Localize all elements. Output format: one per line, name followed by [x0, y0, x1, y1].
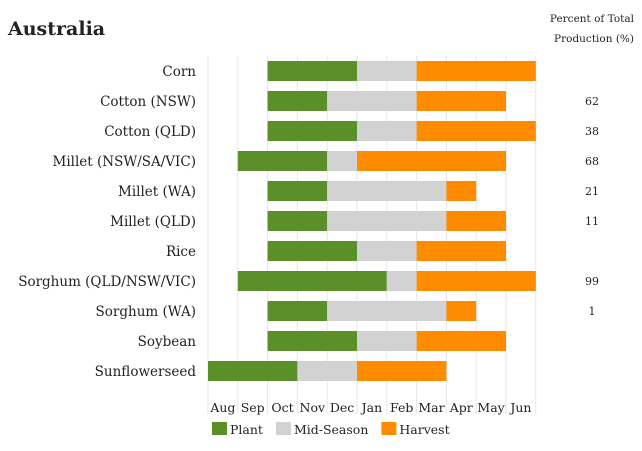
bar-harvest-0	[416, 61, 536, 81]
month-label-4: Dec	[330, 400, 354, 415]
bar-plant-1	[267, 91, 328, 111]
bar-mid-5	[327, 211, 447, 231]
bar-plant-4	[267, 181, 328, 201]
bar-harvest-9	[416, 331, 506, 351]
legend-label-0: Plant	[230, 422, 263, 437]
legend: Plant Mid-Season Harvest	[212, 422, 450, 437]
bar-mid-4	[327, 181, 447, 201]
bar-mid-6	[357, 241, 417, 261]
month-label-8: Apr	[449, 400, 473, 415]
percent-header-line1: Percent of Total	[550, 13, 635, 25]
bar-mid-3	[327, 151, 357, 171]
bar-harvest-5	[446, 211, 506, 231]
bar-plant-0	[267, 61, 357, 81]
legend-swatch-1	[275, 422, 291, 435]
bar-plant-9	[267, 331, 357, 351]
crop-label-0: Corn	[162, 64, 196, 80]
month-label-6: Feb	[390, 400, 413, 415]
crop-label-10: Sunflowerseed	[95, 364, 197, 380]
legend-label-1: Mid-Season	[294, 422, 368, 437]
bar-harvest-8	[446, 301, 477, 321]
percent-value-1: 62	[585, 95, 599, 108]
bar-plant-3	[237, 151, 328, 171]
month-label-3: Nov	[300, 400, 326, 415]
month-label-2: Oct	[271, 400, 293, 415]
bar-plant-8	[267, 301, 328, 321]
month-label-7: Mar	[418, 400, 444, 415]
bar-harvest-1	[416, 91, 506, 111]
legend-swatch-2	[381, 422, 397, 435]
bar-plant-2	[267, 121, 357, 141]
percent-value-8: 1	[589, 305, 596, 318]
month-label-5: Jan	[360, 400, 383, 415]
crop-label-9: Soybean	[138, 334, 197, 350]
grid-lines	[207, 56, 537, 414]
bar-harvest-7	[416, 271, 536, 291]
bar-mid-8	[327, 301, 447, 321]
bar-harvest-3	[357, 151, 506, 171]
bar-harvest-2	[416, 121, 536, 141]
bar-plant-5	[267, 211, 328, 231]
bar-mid-1	[327, 91, 417, 111]
bars-group	[208, 61, 536, 381]
bar-plant-10	[208, 361, 298, 381]
crop-label-2: Cotton (QLD)	[104, 124, 196, 140]
crop-label-3: Millet (NSW/SA/VIC)	[53, 154, 196, 170]
bar-harvest-10	[357, 361, 447, 381]
legend-swatch-0	[212, 422, 227, 435]
legend-label-2: Harvest	[399, 422, 449, 437]
crop-label-7: Sorghum (QLD/NSW/VIC)	[18, 274, 196, 290]
bar-harvest-6	[416, 241, 506, 261]
bar-mid-9	[357, 331, 417, 351]
bar-mid-2	[357, 121, 417, 141]
bar-mid-10	[297, 361, 357, 381]
percent-values: 62 38 68 21 11 99 1	[585, 95, 599, 318]
chart-title: Australia	[7, 18, 105, 40]
crop-label-4: Millet (WA)	[118, 184, 196, 200]
month-label-0: Aug	[209, 400, 235, 415]
bar-plant-6	[267, 241, 357, 261]
crop-labels: Corn Cotton (NSW) Cotton (QLD) Millet (NSW/…	[18, 64, 196, 380]
month-label-9: May	[477, 400, 505, 415]
crop-label-6: Rice	[166, 244, 196, 260]
bar-harvest-4	[446, 181, 477, 201]
month-label-10: Jun	[508, 400, 531, 415]
month-label-1: Sep	[241, 400, 265, 415]
percent-value-4: 21	[585, 185, 599, 198]
percent-value-3: 68	[585, 155, 599, 168]
percent-value-5: 11	[585, 215, 599, 228]
crop-label-8: Sorghum (WA)	[96, 304, 196, 320]
bar-mid-7	[386, 271, 417, 291]
month-axis: Aug Sep Oct Nov Dec Jan Feb Mar Apr May Jun	[209, 400, 531, 415]
crop-label-5: Millet (QLD)	[110, 214, 196, 230]
bar-mid-0	[357, 61, 417, 81]
bar-plant-7	[237, 271, 387, 291]
percent-header-line2: Production (%)	[554, 33, 634, 45]
percent-value-2: 38	[585, 125, 599, 138]
crop-label-1: Cotton (NSW)	[100, 94, 196, 110]
percent-value-7: 99	[585, 275, 599, 288]
